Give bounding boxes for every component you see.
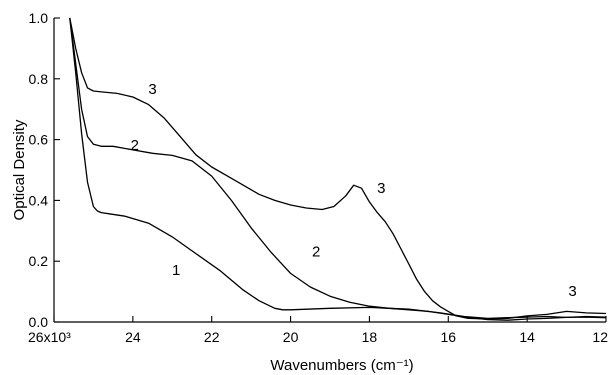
x-tick-label: 22 [204, 329, 220, 345]
curve-label: 3 [148, 81, 156, 98]
y-tick-label: 0.2 [29, 253, 49, 269]
y-tick-label: 1.0 [29, 10, 49, 26]
y-axis-title: Optical Density [11, 119, 28, 220]
y-tick-label: 0.8 [29, 71, 49, 87]
series-curve-1 [69, 17, 607, 320]
curve-label: 3 [568, 283, 576, 300]
x-tick-label: 14 [519, 329, 535, 345]
x-tick-label: 18 [362, 329, 378, 345]
x-tick-label: 20 [283, 329, 299, 345]
x-axis-ticks: 26x10³ 24 22 20 18 16 14 12 [28, 316, 608, 345]
curve-label: 1 [172, 262, 180, 279]
x-tick-label: 24 [125, 329, 141, 345]
series-curves [69, 17, 607, 321]
curve-label: 2 [312, 244, 320, 261]
x-tick-label: 26x10³ [28, 329, 71, 345]
x-axis-title: Wavenumbers (cm⁻¹) [270, 357, 413, 374]
y-axis-ticks: 0.0 0.2 0.4 0.6 0.8 1.0 [29, 10, 60, 330]
curve-label: 3 [377, 180, 385, 197]
series-curve-2 [69, 17, 607, 321]
curve-labels: 1 2 2 3 3 3 [131, 81, 577, 300]
series-curve-3 [69, 17, 607, 320]
y-tick-label: 0.4 [29, 192, 49, 208]
x-tick-label: 12 [592, 329, 608, 345]
curve-label: 2 [131, 137, 139, 154]
y-tick-label: 0.0 [29, 314, 49, 330]
y-tick-label: 0.6 [29, 132, 49, 148]
x-tick-label: 16 [440, 329, 456, 345]
